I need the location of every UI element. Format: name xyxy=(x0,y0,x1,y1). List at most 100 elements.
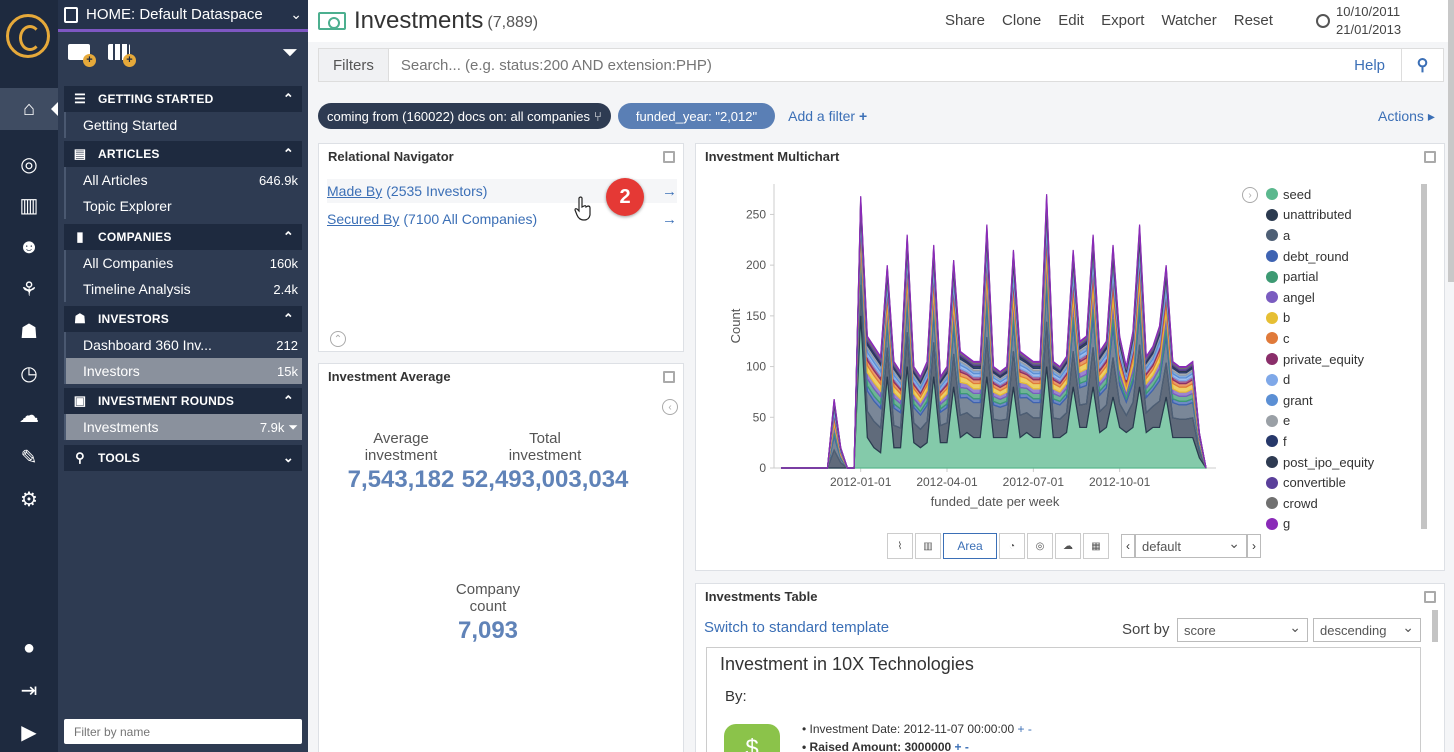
actions-menu[interactable]: Actions ▸ xyxy=(1378,108,1435,125)
clear-filter-icon[interactable]: ⏷ xyxy=(282,41,298,64)
filters-toggle[interactable]: Filters xyxy=(319,49,389,81)
watcher-button[interactable]: Watcher xyxy=(1161,12,1217,29)
sidebar-item-label: Timeline Analysis xyxy=(83,281,191,297)
new-dashboard-button[interactable]: + xyxy=(108,41,138,67)
sidebar-item-getting-started[interactable]: Getting Started xyxy=(64,112,302,138)
target-button[interactable]: ◎ xyxy=(1027,533,1053,559)
record-title[interactable]: Investment in 10X Technologies xyxy=(720,654,974,674)
switch-template-link[interactable]: Switch to standard template xyxy=(704,619,890,636)
section-investment-rounds[interactable]: ▣ INVESTMENT ROUNDS ⌃ xyxy=(64,388,302,414)
share-button[interactable]: Share xyxy=(945,12,986,29)
tag-cloud-button[interactable]: ☁ xyxy=(1055,533,1081,559)
legend-item-a[interactable]: a xyxy=(1266,225,1416,246)
dataspace-selector[interactable]: HOME: Default Dataspace ⌄ xyxy=(58,0,308,32)
wrench-icon[interactable]: ✎ xyxy=(20,446,38,469)
legend-item-f[interactable]: f xyxy=(1266,431,1416,452)
compass-icon[interactable]: ◎ xyxy=(20,153,38,176)
help-link[interactable]: Help xyxy=(1354,56,1385,74)
sidebar-item-all-companies[interactable]: All Companies 160k xyxy=(64,250,302,276)
new-folder-button[interactable]: + xyxy=(68,41,98,67)
search-button[interactable]: ⚲ xyxy=(1401,49,1443,81)
clone-button[interactable]: Clone xyxy=(1002,12,1042,29)
legend-item-e[interactable]: e xyxy=(1266,411,1416,432)
relational-filter-pill[interactable]: coming from (160022) docs on: all compan… xyxy=(318,103,611,129)
legend-item-seed[interactable]: seed xyxy=(1266,184,1416,205)
expand-icon[interactable] xyxy=(663,371,675,383)
line-chart-button[interactable]: ⌇ xyxy=(887,533,913,559)
area-chart-button[interactable]: Area xyxy=(943,533,997,559)
home-icon[interactable]: ⌂ xyxy=(0,88,58,130)
investment-multichart-panel: Investment Multichart 0 50 100 150 200 250 201… xyxy=(695,143,1445,571)
next-config-button[interactable]: › xyxy=(1247,534,1261,558)
sidebar-item-investors[interactable]: Investors 15k xyxy=(64,358,302,384)
legend-item-private_equity[interactable]: private_equity xyxy=(1266,349,1416,370)
users-icon[interactable]: ☗ xyxy=(20,320,38,343)
legend-item-angel[interactable]: angel xyxy=(1266,287,1416,308)
logout-icon[interactable]: ⇥ xyxy=(20,679,38,702)
config-select[interactable]: default xyxy=(1135,534,1247,558)
export-button[interactable]: Export xyxy=(1101,12,1145,29)
legend-item-b[interactable]: b xyxy=(1266,308,1416,329)
chevron-right-icon[interactable]: › xyxy=(1242,187,1258,203)
sort-order-select[interactable]: descending xyxy=(1313,618,1421,642)
legend-item-grant[interactable]: grant xyxy=(1266,390,1416,411)
nav-link[interactable]: Made By xyxy=(327,183,383,199)
page-scrollbar[interactable] xyxy=(1448,0,1454,282)
sidebar-item-dashboard-360[interactable]: Dashboard 360 Inv... 212 xyxy=(64,332,302,358)
section-investors[interactable]: ☗ INVESTORS ⌃ xyxy=(64,306,302,332)
legend-item-c[interactable]: c xyxy=(1266,328,1416,349)
expand-icon[interactable] xyxy=(1424,591,1436,603)
table-view-button[interactable]: ▦ xyxy=(1083,533,1109,559)
reset-button[interactable]: Reset xyxy=(1233,12,1273,29)
nav-link[interactable]: Secured By xyxy=(327,211,400,227)
arrow-right-icon[interactable]: → xyxy=(662,182,677,200)
legend-item-unattributed[interactable]: unattributed xyxy=(1266,205,1416,226)
legend-item-convertible[interactable]: convertible xyxy=(1266,472,1416,493)
legend-scrollbar[interactable] xyxy=(1421,184,1427,529)
legend-item-debt_round[interactable]: debt_round xyxy=(1266,246,1416,267)
expand-icon[interactable] xyxy=(663,151,675,163)
play-icon[interactable]: ▶ xyxy=(21,721,37,744)
legend-item-post_ipo_equity[interactable]: post_ipo_equity xyxy=(1266,452,1416,473)
cloud-icon[interactable]: ☁ xyxy=(19,404,39,427)
app-logo-icon[interactable] xyxy=(6,14,50,58)
date-filter-buttons[interactable]: + - xyxy=(1017,722,1032,736)
section-articles[interactable]: ▤ ARTICLES ⌃ xyxy=(64,141,302,167)
table-scrollbar[interactable] xyxy=(1432,610,1438,642)
sidebar-item-investments[interactable]: Investments 7.9k ⏷ xyxy=(64,414,302,440)
bar-chart-icon[interactable]: ▥ xyxy=(19,194,39,217)
collapse-icon[interactable]: ⌃ xyxy=(330,331,346,347)
section-tools[interactable]: ⚲ TOOLS ⌄ xyxy=(64,445,302,471)
filter-by-name-input[interactable] xyxy=(64,719,302,744)
expand-icon[interactable] xyxy=(1424,151,1436,163)
legend-label: f xyxy=(1283,433,1287,449)
legend-item-d[interactable]: d xyxy=(1266,369,1416,390)
edit-button[interactable]: Edit xyxy=(1058,12,1085,29)
prev-config-button[interactable]: ‹ xyxy=(1121,534,1135,558)
sidebar-item-timeline-analysis[interactable]: Timeline Analysis 2.4k xyxy=(64,276,302,302)
time-picker[interactable]: 10/10/2011 21/01/2013 xyxy=(1316,3,1401,39)
add-filter-link[interactable]: Add a filter + xyxy=(788,108,867,124)
nav-row-secured-by[interactable]: Secured By (7100 All Companies) → xyxy=(327,207,677,231)
area-series-g xyxy=(781,194,1207,469)
legend-item-crowd[interactable]: crowd xyxy=(1266,493,1416,514)
mask-icon[interactable]: ☻ xyxy=(18,235,40,258)
arrow-right-icon[interactable]: → xyxy=(662,210,677,228)
sidebar-item-all-articles[interactable]: All Articles 646.9k xyxy=(64,167,302,193)
timer-icon[interactable]: ◷ xyxy=(20,362,38,385)
search-input[interactable] xyxy=(388,50,1355,80)
graph-icon[interactable]: ⚘ xyxy=(20,278,38,301)
legend-item-partial[interactable]: partial xyxy=(1266,266,1416,287)
section-getting-started[interactable]: ☰ GETTING STARTED ⌃ xyxy=(64,86,302,112)
legend-item-g[interactable]: g xyxy=(1266,514,1416,535)
sort-field-select[interactable]: score xyxy=(1177,618,1308,642)
section-companies[interactable]: ▮ COMPANIES ⌃ xyxy=(64,224,302,250)
histogram-button[interactable]: ▥ xyxy=(915,533,941,559)
user-icon[interactable]: ● xyxy=(22,636,36,659)
chevron-left-icon[interactable]: ‹ xyxy=(662,399,678,415)
sidebar-item-topic-explorer[interactable]: Topic Explorer xyxy=(64,193,302,219)
gear-icon[interactable]: ⚙ xyxy=(20,488,38,511)
pie-chart-button[interactable]: ◔ xyxy=(999,533,1025,559)
raised-filter-buttons[interactable]: + - xyxy=(954,740,969,752)
funded-year-filter-pill[interactable]: funded_year: "2,012" xyxy=(617,103,776,129)
